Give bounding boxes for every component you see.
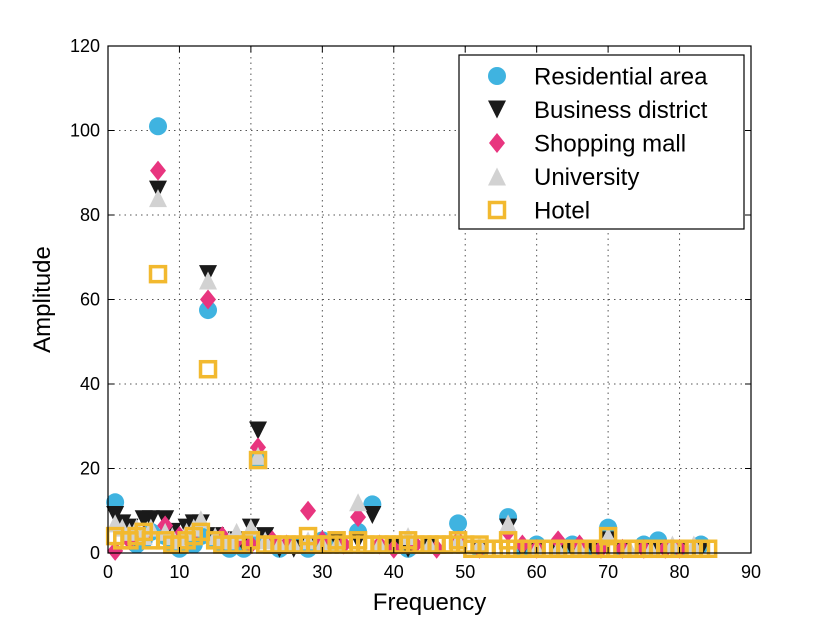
data-point — [698, 539, 718, 559]
data-point — [499, 514, 518, 533]
x-axis-title: Frequency — [373, 589, 486, 616]
x-tick-label: 10 — [169, 562, 189, 582]
legend-marker — [488, 100, 506, 119]
series-hotel — [105, 264, 718, 559]
legend-item: University — [488, 164, 639, 191]
legend-label: Hotel — [534, 198, 590, 225]
data-point — [149, 117, 168, 136]
legend-label: Business district — [534, 97, 708, 124]
x-tick-label: 0 — [103, 562, 113, 582]
data-point — [200, 289, 217, 310]
legend-item: Shopping mall — [489, 131, 686, 158]
x-tick-label: 60 — [527, 562, 547, 582]
legend-item: Residential area — [488, 64, 708, 91]
axis-ticks — [107, 45, 752, 554]
data-point — [300, 500, 317, 521]
y-tick-label: 60 — [80, 290, 100, 310]
x-tick-label: 80 — [670, 562, 690, 582]
data-point — [248, 450, 268, 470]
data-point — [198, 359, 218, 379]
data-point — [449, 514, 468, 533]
data-point — [107, 540, 124, 561]
legend-marker — [487, 200, 507, 220]
y-tick-label: 120 — [70, 36, 100, 56]
data-point — [148, 264, 168, 284]
data-point — [363, 505, 382, 524]
x-tick-label: 40 — [384, 562, 404, 582]
data-point — [199, 271, 218, 290]
legend-label: Shopping mall — [534, 131, 686, 158]
data-point — [149, 189, 168, 208]
data-point — [249, 446, 268, 465]
x-tick-label: 50 — [455, 562, 475, 582]
y-tick-label: 80 — [80, 205, 100, 225]
x-tick-label: 30 — [312, 562, 332, 582]
y-tick-label: 20 — [80, 459, 100, 479]
y-tick-label: 100 — [70, 121, 100, 141]
legend: Residential area Business district Shoppin… — [458, 54, 745, 230]
y-axis-title: Amplitude — [29, 246, 56, 353]
y-tick-label: 0 — [90, 543, 100, 563]
legend-label: Residential area — [534, 64, 708, 91]
legend-marker — [488, 67, 506, 85]
legend-label: University — [534, 164, 639, 191]
data-points — [105, 117, 718, 561]
x-tick-label: 70 — [598, 562, 618, 582]
grid-lines — [108, 46, 751, 553]
x-tick-label: 20 — [241, 562, 261, 582]
legend-item: Business district — [488, 97, 708, 124]
legend-marker — [489, 133, 505, 153]
data-point — [150, 160, 167, 181]
data-point — [199, 301, 218, 320]
data-point — [350, 507, 367, 528]
legend-marker — [488, 167, 506, 186]
data-point — [349, 493, 368, 512]
legend-item: Hotel — [487, 198, 590, 225]
legend-box — [458, 54, 745, 230]
data-point — [249, 421, 268, 440]
y-tick-label: 40 — [80, 374, 100, 394]
x-tick-label: 90 — [741, 562, 761, 582]
tick-labels: 0 10 20 30 40 50 60 70 80 90 0 20 40 60 80 100 120 — [70, 36, 761, 582]
